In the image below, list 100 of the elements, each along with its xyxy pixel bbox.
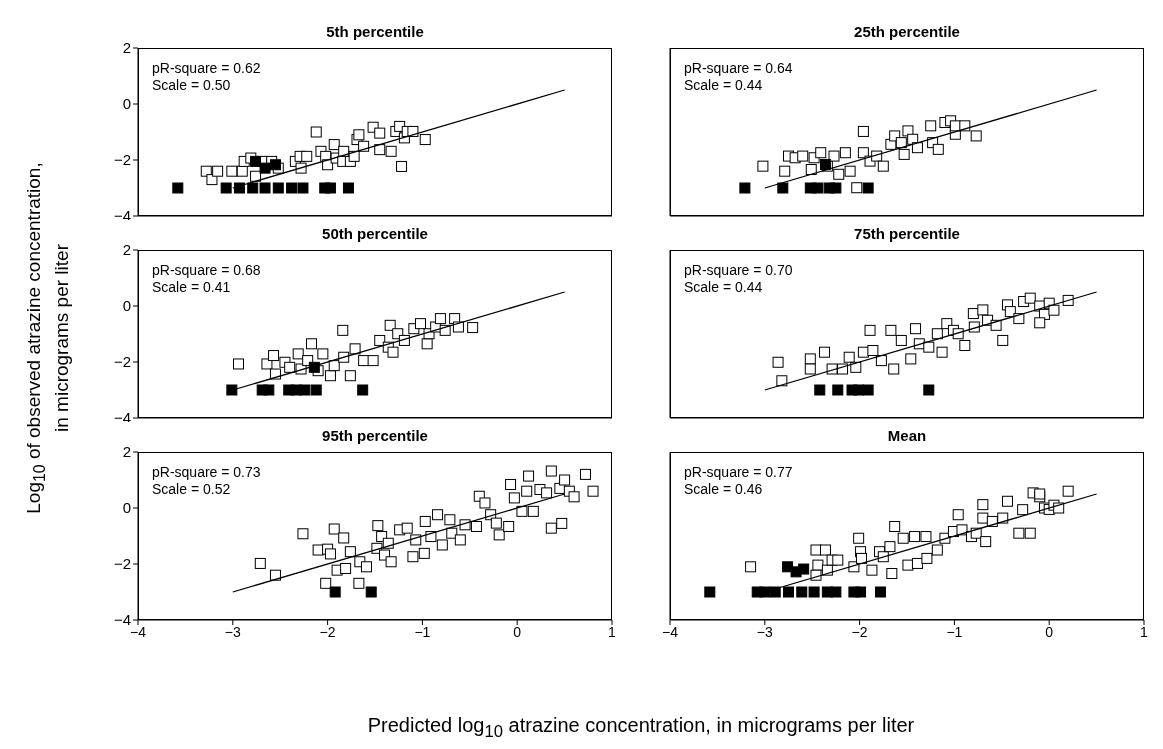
- y-tick-label: 2: [122, 443, 131, 461]
- point: [415, 318, 426, 330]
- point: [419, 515, 431, 527]
- point: [490, 517, 502, 529]
- point: [328, 523, 340, 535]
- point: [284, 361, 296, 373]
- point: [902, 559, 914, 571]
- y-tick-label: 0: [122, 297, 131, 315]
- point: [897, 532, 909, 544]
- point: [384, 319, 396, 331]
- point: [556, 517, 568, 529]
- chart-title: 5th percentile: [326, 23, 424, 40]
- x-tick-label: −3: [756, 623, 773, 640]
- point: [419, 134, 431, 146]
- point: [493, 529, 505, 541]
- point: [910, 323, 922, 335]
- point: [505, 478, 517, 490]
- point: [247, 182, 259, 194]
- point: [328, 139, 340, 151]
- point: [324, 370, 336, 382]
- point: [372, 520, 384, 532]
- point: [342, 182, 354, 194]
- point: [997, 334, 1009, 346]
- x-axis-title: Predicted log$_{10}$ atrazine concentration, in micrograms per liter: [366, 714, 916, 742]
- x-tick-label: −2: [319, 623, 336, 640]
- point: [857, 125, 869, 137]
- point: [220, 182, 232, 194]
- point: [909, 531, 921, 543]
- x-tick-label: −4: [662, 623, 679, 640]
- annotation: pR-square = 0.70: [684, 262, 793, 279]
- point: [797, 150, 809, 162]
- point: [959, 339, 971, 351]
- point: [814, 384, 826, 396]
- point: [324, 548, 336, 560]
- point: [815, 147, 827, 159]
- point: [884, 541, 896, 553]
- annotation: pR-square = 0.77: [684, 464, 793, 481]
- point: [1024, 527, 1036, 539]
- point: [297, 182, 309, 194]
- point: [261, 358, 273, 370]
- point: [739, 182, 751, 194]
- point: [301, 150, 313, 162]
- point: [232, 358, 244, 370]
- point: [874, 586, 886, 598]
- point: [931, 328, 943, 340]
- point: [855, 586, 867, 598]
- point: [374, 334, 386, 346]
- point: [864, 324, 876, 336]
- point: [470, 520, 482, 532]
- point: [503, 520, 515, 532]
- point: [745, 561, 757, 573]
- point: [421, 338, 433, 350]
- point: [1024, 292, 1036, 304]
- point: [867, 345, 879, 357]
- point: [310, 384, 322, 396]
- point: [527, 505, 539, 517]
- point: [259, 162, 271, 174]
- point: [885, 324, 897, 336]
- point: [772, 356, 784, 368]
- point: [819, 346, 831, 358]
- annotation: Scale = 0.50: [152, 77, 232, 94]
- point: [385, 145, 397, 157]
- point: [263, 384, 275, 396]
- x-tick-label: −1: [946, 623, 963, 640]
- y-tick-label: −2: [113, 555, 131, 573]
- point: [454, 534, 466, 546]
- point: [233, 182, 245, 194]
- point: [796, 586, 808, 598]
- point: [312, 544, 324, 556]
- point: [206, 174, 218, 186]
- point: [704, 586, 716, 598]
- point: [886, 568, 898, 580]
- point: [226, 384, 238, 396]
- point: [832, 384, 844, 396]
- point: [895, 137, 907, 149]
- point: [521, 485, 533, 497]
- point: [830, 182, 842, 194]
- point: [436, 539, 448, 551]
- point: [401, 522, 413, 534]
- point: [374, 127, 386, 139]
- point: [920, 531, 932, 543]
- point: [344, 370, 356, 382]
- y-tick-label: −2: [113, 151, 131, 169]
- annotation: Scale = 0.44: [684, 279, 764, 296]
- point: [444, 514, 456, 526]
- point: [812, 182, 824, 194]
- point: [759, 586, 771, 598]
- point: [932, 143, 944, 155]
- point: [905, 353, 917, 365]
- point: [877, 160, 889, 172]
- point: [804, 363, 816, 375]
- y-tick-label: −4: [113, 611, 131, 629]
- point: [479, 497, 491, 509]
- point: [353, 129, 365, 141]
- point: [268, 350, 280, 362]
- point: [911, 557, 923, 569]
- point: [812, 559, 824, 571]
- point: [783, 586, 794, 598]
- point: [374, 144, 386, 156]
- point: [545, 465, 557, 477]
